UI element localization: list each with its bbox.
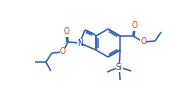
Text: N: N (77, 39, 83, 48)
Text: O: O (131, 22, 137, 31)
Text: O: O (64, 28, 70, 36)
Text: O: O (140, 37, 146, 46)
Text: Si: Si (116, 62, 123, 71)
Text: O: O (60, 48, 66, 57)
